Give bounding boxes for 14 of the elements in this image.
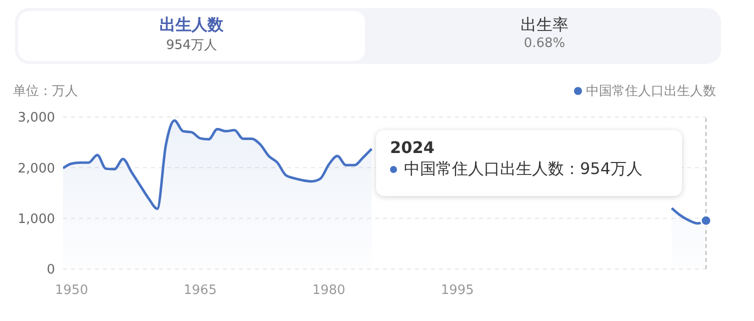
x-tick-label: 1980	[312, 283, 346, 298]
x-tick-label: 1950	[55, 283, 88, 298]
annotation: 中国常住人口出生人数：954万人	[404, 159, 643, 180]
x-tick-label: 1965	[184, 283, 217, 298]
y-tick-label: 0	[46, 262, 55, 278]
annotation: 2024	[390, 138, 436, 157]
info-card: 2024 中国常住人口出生人数：954万人	[376, 130, 682, 196]
x-tick-label: 1995	[440, 283, 474, 298]
y-tick-label: 2,000	[18, 161, 55, 176]
tab-bar: 出生人数 954万人 出生率 0.68%	[15, 8, 721, 64]
y-tick-label: 3,000	[18, 110, 55, 126]
y-axis-title: 单位：万人	[13, 83, 78, 100]
y-tick-label: 1,000	[18, 212, 55, 227]
legend-label: 中国常住人口出生人数	[586, 83, 716, 100]
